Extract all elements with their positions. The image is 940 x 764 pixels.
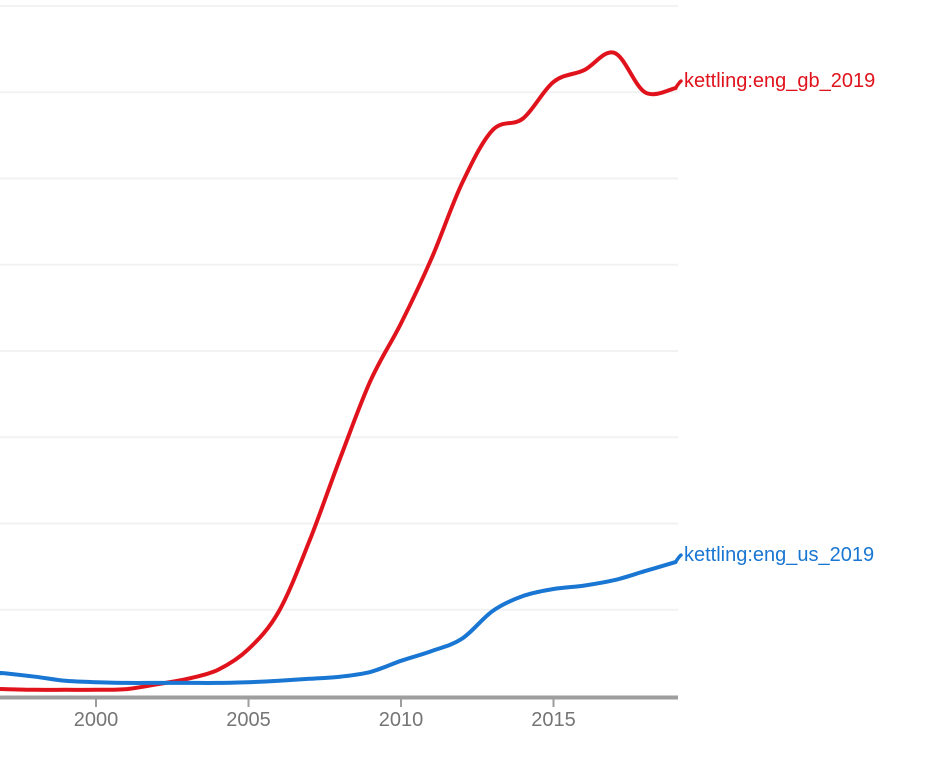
series-label-kettling-eng-us-2019[interactable]: kettling:eng_us_2019	[684, 544, 874, 566]
series-line-kettling-eng-us-2019[interactable]	[0, 560, 678, 685]
x-tick-label: 2005	[226, 709, 271, 731]
x-tick-label: 2010	[379, 709, 424, 731]
series-line-kettling-eng-gb-2019[interactable]	[0, 50, 678, 692]
series-label-connector-kettling-eng-us-2019	[673, 553, 683, 564]
x-tick-label: 2015	[531, 709, 576, 731]
x-tick-label: 2000	[74, 709, 119, 731]
series-label-connector-kettling-eng-gb-2019	[673, 79, 683, 90]
series-label-kettling-eng-gb-2019[interactable]: kettling:eng_gb_2019	[684, 70, 875, 92]
